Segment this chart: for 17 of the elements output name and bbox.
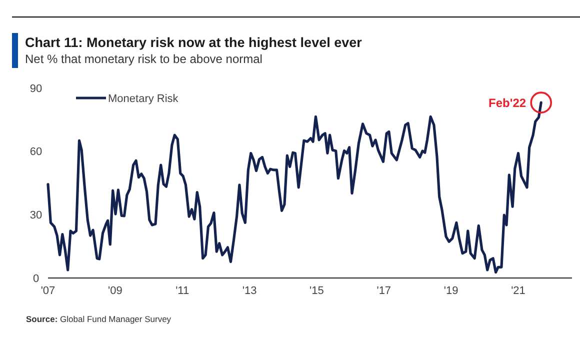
- y-tick-label: 0: [32, 272, 40, 285]
- x-tick-label: '19: [444, 285, 458, 297]
- x-tick-label: '21: [511, 285, 526, 297]
- y-tick-label: 90: [30, 82, 42, 95]
- x-tick-label: '11: [176, 285, 190, 297]
- source-note: Source: Global Fund Manager Survey: [26, 314, 172, 324]
- x-tick-label: '07: [40, 285, 56, 297]
- chart-subtitle: Net % that monetary risk to be above normal: [25, 52, 262, 66]
- legend-label: Monetary Risk: [108, 92, 179, 105]
- x-tick-label: '17: [376, 285, 392, 297]
- x-tick-label: '13: [242, 285, 257, 297]
- x-tick-label: '09: [108, 285, 122, 297]
- x-tick-label: '15: [310, 285, 324, 297]
- chart-title: Chart 11: Monetary risk now at the highest level ever: [25, 35, 363, 50]
- y-tick-label: 30: [30, 210, 42, 222]
- y-tick-label: 60: [30, 146, 42, 158]
- annotation: Feb'22: [488, 96, 526, 110]
